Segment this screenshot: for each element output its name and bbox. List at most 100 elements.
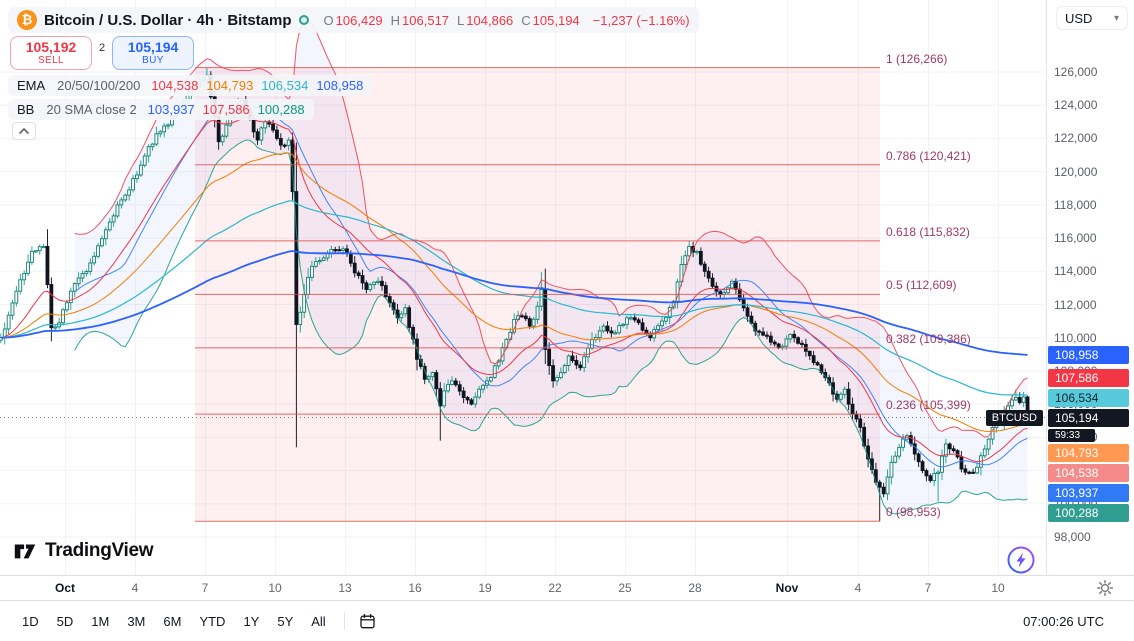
indicator-value: 108,958 bbox=[316, 78, 364, 93]
time-tick-label: 4 bbox=[854, 581, 862, 595]
price-change: −1,237 (−1.16%) bbox=[592, 12, 690, 28]
chart-header: ₿ Bitcoin / U.S. Dollar · 4h · Bitstamp … bbox=[8, 7, 699, 33]
price-tick-label: 118,000 bbox=[1054, 197, 1097, 212]
bottom-toolbar: 1D 5D 1M 3M 6M YTD 1Y 5Y All 07:00:26 UTC bbox=[0, 600, 1134, 641]
go-to-date-button[interactable] bbox=[355, 610, 380, 633]
ohlc-key: L bbox=[457, 12, 465, 28]
price-tick-label: 122,000 bbox=[1054, 131, 1098, 146]
indicator-value: 103,937 bbox=[147, 102, 195, 117]
symbol-info-pill: ₿ Bitcoin / U.S. Dollar · 4h · Bitstamp … bbox=[8, 7, 699, 33]
chevron-up-icon bbox=[19, 128, 29, 134]
time-tick-label: 25 bbox=[618, 581, 632, 595]
time-axis[interactable]: Oct 4 7 10 13 16 19 22 25 28 Nov 4 7 10 bbox=[0, 575, 1134, 600]
gear-icon[interactable] bbox=[1094, 579, 1116, 597]
price-tick-label: 126,000 bbox=[1054, 65, 1098, 79]
fib-level-label[interactable]: 0.618 (115,832) bbox=[886, 224, 970, 239]
fib-level-label[interactable]: 1 (126,266) bbox=[886, 51, 948, 66]
indicator-values: 104,538 104,793 106,534 108,958 bbox=[151, 78, 363, 93]
indicator-bb-row[interactable]: BB 20 SMA close 2 103,937 107,586 100,288 bbox=[8, 99, 314, 120]
range-selector: 1D 5D 1M 3M 6M YTD 1Y 5Y All bbox=[14, 609, 334, 634]
time-tick-label: Nov bbox=[775, 581, 799, 595]
buy-label: BUY bbox=[142, 55, 164, 66]
time-tick-label: Oct bbox=[54, 581, 76, 595]
price-axis-badge: 104,793 bbox=[1048, 443, 1129, 462]
range-6m-button[interactable]: 6M bbox=[155, 609, 189, 634]
indicator-params: 20/50/100/200 bbox=[57, 78, 141, 93]
price-line-symbol-tag: BTCUSD bbox=[985, 409, 1043, 426]
indicator-value: 104,538 bbox=[151, 78, 199, 93]
tradingview-logo-text: TradingView bbox=[45, 540, 154, 561]
tradingview-logo-mark bbox=[14, 544, 36, 559]
indicator-values: 103,937 107,586 100,288 bbox=[148, 102, 305, 117]
ohlc-key: O bbox=[323, 12, 334, 28]
chevron-down-icon: ▾ bbox=[1113, 12, 1119, 24]
collapse-indicators-button[interactable] bbox=[12, 122, 36, 140]
indicator-params: 20 SMA close 2 bbox=[46, 102, 137, 117]
time-tick-label: 10 bbox=[991, 581, 1005, 595]
time-tick-label: 10 bbox=[268, 581, 282, 595]
ohlc-value: 105,194 bbox=[532, 12, 580, 28]
clock[interactable]: 07:00:26 UTC bbox=[1023, 613, 1104, 629]
range-ytd-button[interactable]: YTD bbox=[191, 609, 233, 634]
range-1m-button[interactable]: 1M bbox=[83, 609, 117, 634]
range-1y-button[interactable]: 1Y bbox=[235, 609, 267, 634]
range-5y-button[interactable]: 5Y bbox=[269, 609, 301, 634]
fib-level-label[interactable]: 0.382 (109,386) bbox=[886, 331, 971, 346]
indicator-name: EMA bbox=[17, 78, 46, 93]
range-1d-button[interactable]: 1D bbox=[14, 609, 47, 634]
ohlc-readout: O 106,429 H 106,517 L 104,866 C 105,194 bbox=[316, 13, 580, 28]
last-price-badge: 105,194 bbox=[1048, 408, 1129, 427]
ohlc-value: 106,429 bbox=[335, 12, 383, 28]
price-tick-label: 98,000 bbox=[1054, 530, 1091, 544]
fib-level-label[interactable]: 0 (98,953) bbox=[886, 505, 941, 520]
fib-level-label[interactable]: 0.786 (120,421) bbox=[886, 148, 971, 163]
symbol-title[interactable]: Bitcoin / U.S. Dollar · 4h · Bitstamp bbox=[44, 11, 292, 29]
order-widget: 105,192 SELL 2 105,194 BUY bbox=[10, 36, 194, 70]
tradingview-logo[interactable]: TradingView bbox=[12, 538, 154, 564]
ohlc-value: 104,866 bbox=[466, 12, 514, 28]
time-tick-label: 19 bbox=[478, 581, 492, 595]
time-tick-label: 16 bbox=[408, 581, 422, 595]
bollinger-fill-layer bbox=[74, 20, 1028, 514]
candlestick-chart[interactable] bbox=[0, 0, 1046, 575]
time-tick-label: 13 bbox=[338, 581, 352, 595]
price-axis-badge: 107,586 bbox=[1048, 368, 1129, 387]
price-axis-badge: 108,958 bbox=[1048, 346, 1129, 365]
indicator-name: BB bbox=[17, 102, 35, 117]
indicator-value: 100,288 bbox=[257, 102, 305, 117]
price-axis-badge: 100,288 bbox=[1048, 503, 1129, 522]
grid-layer bbox=[0, 0, 1046, 575]
price-axis[interactable]: 126,000 124,000 122,000 120,000 118,000 116,0… bbox=[1046, 0, 1134, 575]
range-all-button[interactable]: All bbox=[303, 609, 333, 634]
price-tick-label: 114,000 bbox=[1054, 264, 1097, 279]
time-tick-label: 7 bbox=[924, 581, 932, 595]
time-tick-label: 28 bbox=[688, 581, 702, 595]
sell-label: SELL bbox=[37, 55, 65, 66]
range-3m-button[interactable]: 3M bbox=[119, 609, 153, 634]
price-axis-badge: 103,937 bbox=[1048, 483, 1129, 502]
currency-selector[interactable]: USD ▾ bbox=[1056, 6, 1128, 30]
range-5d-button[interactable]: 5D bbox=[49, 609, 82, 634]
buy-price: 105,194 bbox=[127, 39, 179, 55]
fib-lines-layer[interactable] bbox=[195, 67, 880, 522]
time-tick-label: 22 bbox=[548, 581, 562, 595]
price-axis-badge: 106,534 bbox=[1048, 388, 1129, 407]
fib-level-label[interactable]: 0.5 (112,609) bbox=[886, 278, 957, 293]
bitcoin-icon: ₿ bbox=[17, 10, 37, 30]
chart-area: 1 (126,266) 0.786 (120,421) 0.618 (115,832… bbox=[0, 0, 1046, 575]
indicator-ema-row[interactable]: EMA 20/50/100/200 104,538 104,793 106,534 1… bbox=[8, 75, 373, 96]
market-status-icon[interactable] bbox=[298, 15, 309, 25]
fib-level-label[interactable]: 0.236 (105,399) bbox=[886, 398, 971, 413]
sell-button[interactable]: 105,192 SELL bbox=[10, 36, 92, 70]
indicator-value: 104,793 bbox=[206, 78, 254, 93]
spread-value: 2 bbox=[98, 42, 106, 54]
price-tick-label: 116,000 bbox=[1054, 231, 1097, 246]
lightning-icon[interactable] bbox=[1006, 545, 1036, 575]
calendar-icon bbox=[360, 613, 375, 628]
price-axis-badge: 104,538 bbox=[1048, 463, 1129, 482]
ohlc-value: 106,517 bbox=[402, 12, 450, 28]
candle-countdown: 59:33 bbox=[1048, 428, 1095, 442]
currency-label: USD bbox=[1065, 10, 1093, 26]
indicator-value: 106,534 bbox=[261, 78, 309, 93]
buy-button[interactable]: 105,194 BUY bbox=[112, 36, 194, 70]
